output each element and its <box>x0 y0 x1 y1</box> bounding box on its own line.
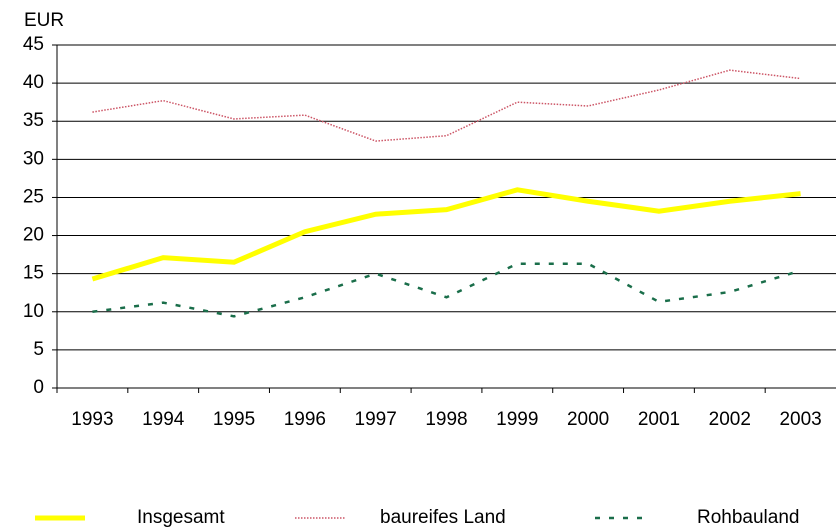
x-tick-label: 1994 <box>142 409 185 430</box>
y-tick-label: 15 <box>23 263 44 284</box>
x-tick-label: 1995 <box>213 409 255 430</box>
y-tick-label: 5 <box>33 339 44 360</box>
series-line <box>92 262 801 318</box>
y-tick-label: 20 <box>23 225 44 246</box>
legend-label: Rohbauland <box>697 507 799 528</box>
y-axis-label: EUR <box>24 10 64 31</box>
y-tick-label: 30 <box>23 148 44 169</box>
x-tick-label: 2002 <box>709 409 751 430</box>
series-line <box>92 69 801 142</box>
series-line <box>91 187 801 282</box>
x-tick-label: 1999 <box>496 409 538 430</box>
y-tick-label: 10 <box>23 301 44 322</box>
y-tick-label: 45 <box>23 34 44 55</box>
x-tick-label: 2001 <box>638 409 680 430</box>
y-tick-label: 25 <box>23 186 44 207</box>
y-tick-label: 35 <box>23 110 44 131</box>
x-tick-label: 1998 <box>425 409 467 430</box>
legend-label: Insgesamt <box>137 507 225 528</box>
y-tick-label: 40 <box>23 72 44 93</box>
x-tick-label: 1993 <box>71 409 113 430</box>
x-tick-label: 2000 <box>567 409 609 430</box>
x-tick-label: 1997 <box>355 409 397 430</box>
x-tick-label: 1996 <box>284 409 326 430</box>
x-tick-label: 2003 <box>779 409 821 430</box>
y-tick-label: 0 <box>33 377 44 398</box>
legend-label: baureifes Land <box>380 507 506 528</box>
